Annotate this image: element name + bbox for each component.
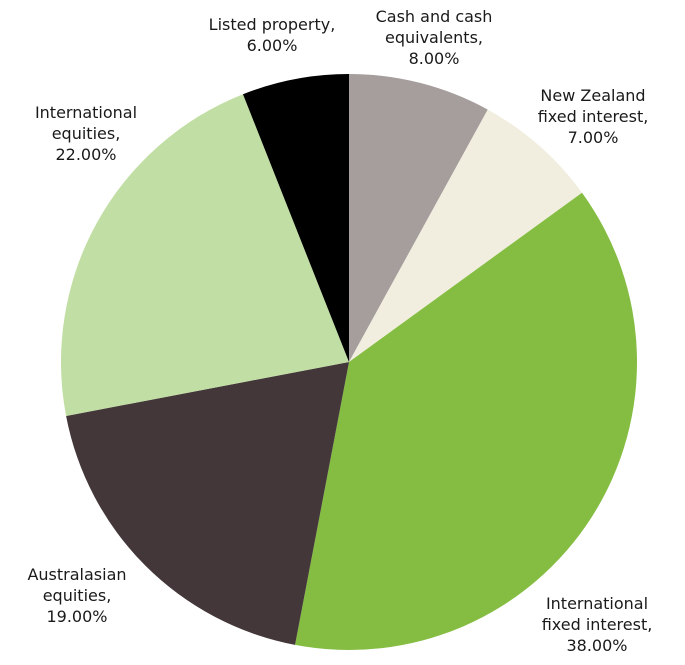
slice-label-line: 6.00%	[247, 36, 298, 55]
slice-label-listed-property: Listed property, 6.00%	[209, 15, 336, 55]
pie-slice-international-fixed-interest	[295, 192, 638, 651]
slice-label-line: equivalents,	[385, 28, 483, 47]
slice-label-line: 22.00%	[55, 145, 116, 164]
pie-labels: Cash and cash equivalents, 8.00% New Zealan…	[27, 7, 652, 655]
pie-slice-new-zealand-fixed-interest	[349, 109, 582, 363]
slice-label-line: Australasian	[27, 565, 126, 584]
slice-label-line: 8.00%	[409, 49, 460, 68]
slice-label-line: 38.00%	[566, 636, 627, 655]
slice-label-line: equities,	[43, 586, 112, 605]
slice-label-line: 7.00%	[568, 128, 619, 147]
slice-label-new-zealand-fixed-interest: New Zealand fixed interest, 7.00%	[538, 86, 649, 147]
slice-label-line: International	[546, 594, 648, 613]
slice-label-line: International	[35, 103, 137, 122]
slice-label-line: fixed interest,	[542, 615, 653, 634]
pie-slice-cash-and-cash-equivalents	[349, 74, 488, 362]
slice-label-australasian-equities: Australasian equities, 19.00%	[27, 565, 126, 626]
pie-slices	[60, 74, 638, 651]
slice-label-line: fixed interest,	[538, 107, 649, 126]
slice-label-cash-and-cash-equivalents: Cash and cash equivalents, 8.00%	[376, 7, 493, 68]
slice-label-line: New Zealand	[540, 86, 645, 105]
slice-label-line: equities,	[52, 124, 121, 143]
slice-label-line: 19.00%	[46, 607, 107, 626]
slice-label-international-equities: International equities, 22.00%	[35, 103, 137, 164]
slice-label-international-fixed-interest: International fixed interest, 38.00%	[542, 594, 653, 655]
pie-slice-international-equities	[60, 94, 349, 416]
slice-label-line: Listed property,	[209, 15, 336, 34]
pie-slice-listed-property	[242, 74, 349, 362]
slice-label-line: Cash and cash	[376, 7, 493, 26]
pie-slice-australasian-equities	[66, 362, 349, 645]
